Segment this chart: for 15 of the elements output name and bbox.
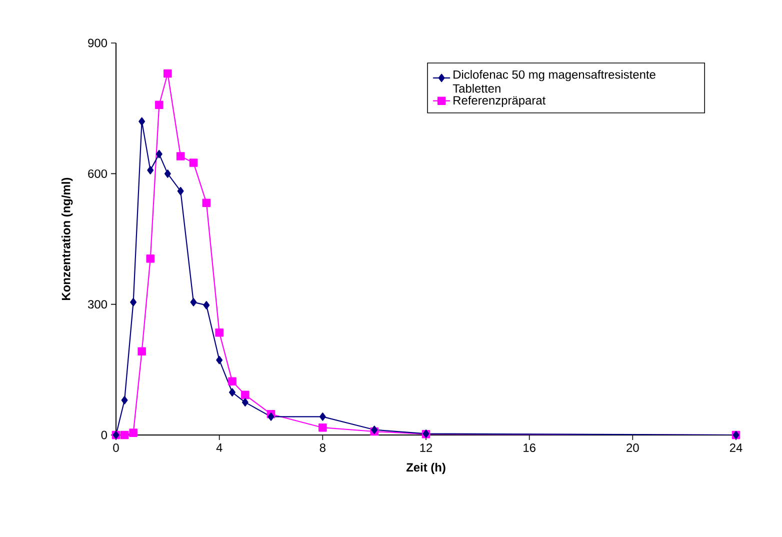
- legend-label: Referenzpräparat: [454, 96, 546, 107]
- y-tick-label: 900: [88, 38, 108, 48]
- y-tick-label: 600: [88, 169, 108, 178]
- y-axis-title: Konzentration (ng/ml): [62, 178, 73, 300]
- y-tick-label: 300: [88, 300, 108, 309]
- x-axis-title: Zeit (h): [406, 462, 446, 474]
- x-tick-label: 20: [626, 444, 639, 452]
- x-tick-label: 4: [216, 444, 222, 452]
- x-tick-label: 16: [524, 444, 536, 452]
- x-tick-label: 0: [113, 444, 119, 452]
- x-tick-label: 12: [420, 444, 432, 452]
- legend-label: Diclofenac 50 mg magensaftresistente Tabletten: [452, 70, 656, 93]
- x-tick-label: 24: [730, 444, 742, 452]
- y-tick-label: 0: [101, 430, 108, 440]
- x-tick-label: 8: [320, 444, 326, 452]
